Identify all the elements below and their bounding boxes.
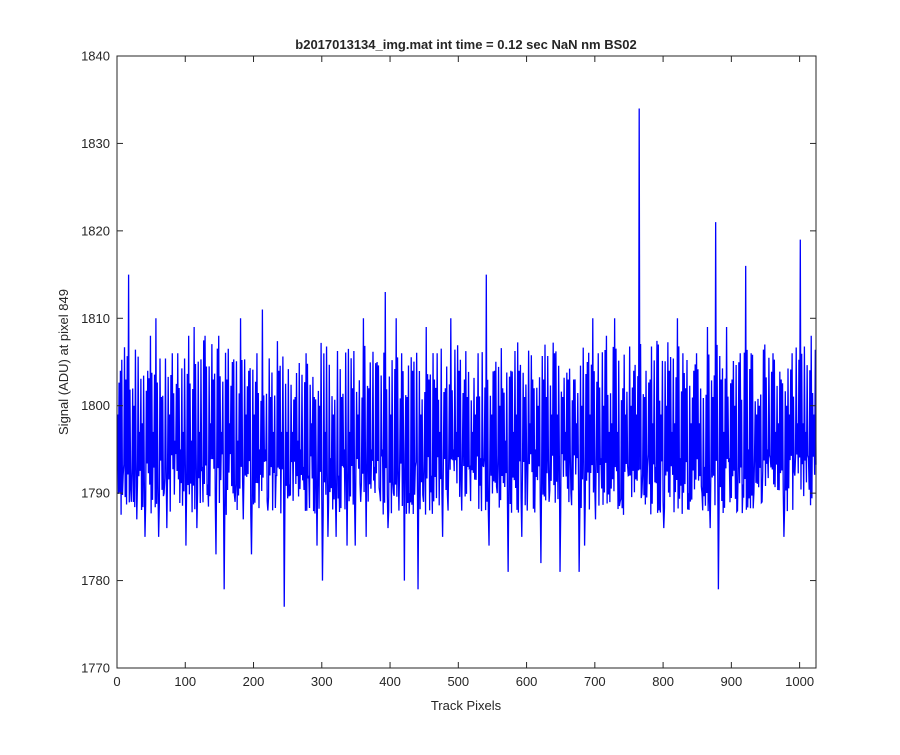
x-tick-label: 600 xyxy=(516,674,538,689)
y-tick-label: 1790 xyxy=(81,486,110,501)
y-tick-label: 1840 xyxy=(81,49,110,64)
x-tick-label: 200 xyxy=(243,674,265,689)
x-tick-label: 700 xyxy=(584,674,606,689)
chart-title: b2017013134_img.mat int time = 0.12 sec … xyxy=(295,37,636,52)
x-tick-label: 300 xyxy=(311,674,333,689)
plot-frame xyxy=(116,55,817,669)
x-tick-label: 500 xyxy=(447,674,469,689)
x-tick-label: 0 xyxy=(113,674,120,689)
y-axis: 1770 1780 1790 1800 1810 1820 1830 1840 xyxy=(81,49,816,676)
x-tick-label: 100 xyxy=(174,674,196,689)
y-tick-label: 1780 xyxy=(81,573,110,588)
y-tick-label: 1830 xyxy=(81,136,110,151)
series-layer xyxy=(117,108,817,607)
y-tick-label: 1800 xyxy=(81,398,110,413)
y-tick-label: 1810 xyxy=(81,311,110,326)
y-tick-label: 1770 xyxy=(81,661,110,676)
x-axis-label: Track Pixels xyxy=(431,698,502,713)
series-line xyxy=(117,108,817,607)
x-tick-label: 1000 xyxy=(785,674,814,689)
y-tick-label: 1820 xyxy=(81,223,110,238)
y-axis-label: Signal (ADU) at pixel 849 xyxy=(56,289,71,435)
x-axis: 0 100 200 300 400 500 600 700 800 900 1000 xyxy=(113,56,814,689)
x-tick-label: 800 xyxy=(652,674,674,689)
x-tick-label: 400 xyxy=(379,674,401,689)
x-tick-label: 900 xyxy=(721,674,743,689)
